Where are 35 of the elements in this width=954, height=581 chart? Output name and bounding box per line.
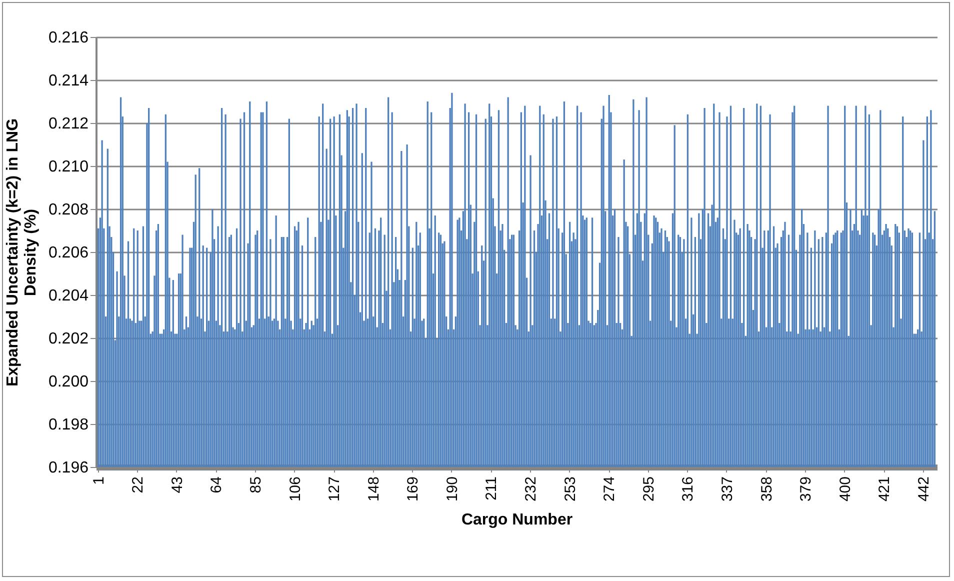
y-tick-label: 0.216 (48, 30, 89, 46)
y-tick-label: 0.212 (48, 116, 89, 132)
y-tick-label: 0.210 (48, 158, 89, 176)
x-tick-label: 106 (286, 476, 304, 502)
x-tick-label: 22 (130, 476, 147, 494)
x-tick-label: 85 (247, 476, 264, 494)
x-tick-label: 211 (483, 476, 500, 500)
x-tick-label: 274 (601, 476, 618, 502)
y-tick-label: 0.206 (48, 244, 89, 262)
x-tick-label: 295 (640, 476, 658, 502)
y-tick-label: 0.202 (48, 330, 89, 348)
x-axis-title: Cargo Number (461, 512, 573, 529)
x-tick-label: 1 (90, 476, 108, 485)
x-tick-label: 358 (758, 476, 776, 502)
y-tick-label: 0.198 (48, 416, 89, 434)
x-tick-label: 337 (718, 476, 736, 502)
x-tick-label: 190 (444, 476, 461, 502)
x-tick-label: 421 (876, 476, 894, 502)
x-tick-label: 316 (680, 476, 697, 502)
x-tick-label: 400 (836, 476, 854, 502)
y-tick-label: 0.214 (48, 72, 89, 90)
x-tick-label: 148 (365, 476, 382, 502)
y-tick-label: 0.196 (48, 460, 89, 476)
x-tick-label: 253 (562, 476, 579, 502)
x-tick-label: 127 (326, 476, 344, 502)
x-tick-label: 442 (915, 476, 932, 502)
x-tick-label: 169 (404, 476, 422, 502)
x-tick-label: 232 (522, 476, 540, 502)
y-tick-label: 0.204 (48, 288, 89, 304)
x-tick-label: 379 (798, 476, 815, 502)
x-tick-label: 64 (208, 476, 226, 494)
y-tick-label: 0.200 (48, 374, 89, 390)
y-axis-title: Expanded Uncertainty (k=2) in LNG Density (%) (4, 118, 40, 387)
y-tick-label: 0.208 (48, 202, 89, 218)
x-tick-label: 43 (168, 476, 186, 494)
